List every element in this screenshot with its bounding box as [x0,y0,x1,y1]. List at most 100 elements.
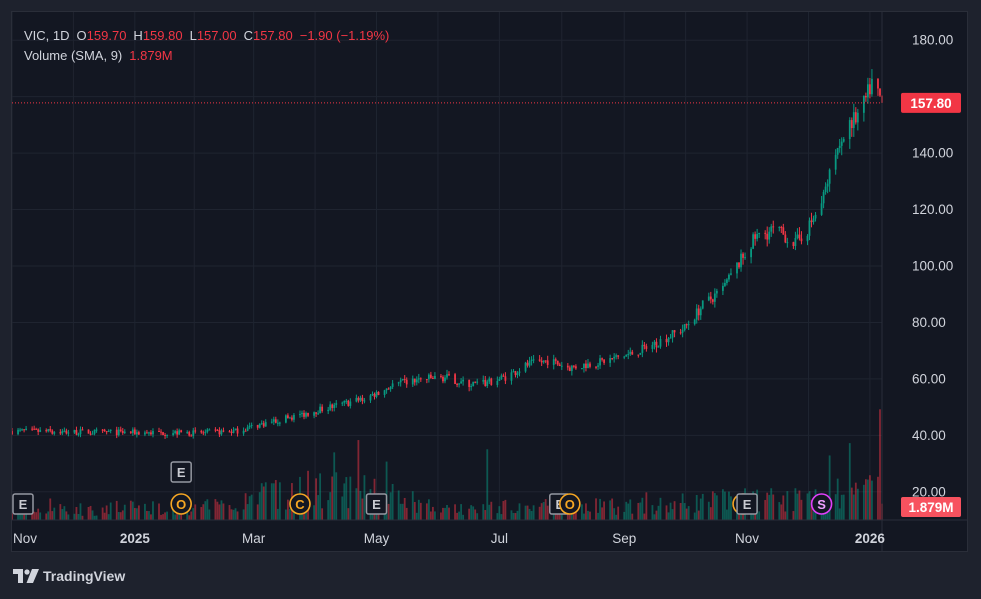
y-tick-label: 180.00 [912,33,953,48]
volume-bar [655,510,658,520]
candle-body [798,234,801,239]
tradingview-logo-icon [13,569,39,583]
price-chart[interactable]: 20.00 40.00 60.00 80.00 100.00 120.00 140.00 18… [12,12,968,552]
candle-body [256,424,259,428]
volume-bar [172,504,175,520]
volume-bar [500,514,503,520]
candle-body [744,257,746,259]
candle-body [206,429,209,432]
candle-body [796,234,799,239]
candle-body [278,422,281,424]
candle-body [315,412,317,414]
candle-body [625,354,628,357]
volume-bar [468,508,471,520]
legend-symbol[interactable]: VIC [24,28,46,43]
volume-bar [442,507,444,520]
volume-bar [260,483,263,520]
candle-body [31,428,34,430]
volume-bar [669,502,672,520]
candle-body [766,233,769,240]
earnings-event-marker[interactable]: E [736,493,758,515]
event-marker-label: S [817,497,826,512]
candle-body [59,432,62,434]
candles [12,69,883,439]
volume-bar [232,509,235,520]
candle-body [391,383,394,387]
candle-body [33,428,36,430]
volume-bar [129,500,132,520]
volume-bar [194,504,197,520]
candle-body [319,406,322,414]
volume-bar [427,499,430,520]
candle-body [645,346,648,349]
volume-bar [103,512,106,520]
candle-body [115,429,118,436]
candle-body [363,400,366,402]
volume-bar [51,511,54,520]
earnings-event-marker[interactable]: E [12,493,34,515]
candle-body [19,429,21,431]
candle-body [389,386,392,390]
candle-body [250,424,253,426]
y-tick-label: 120.00 [912,202,953,217]
split-event-marker[interactable]: S [810,493,833,515]
volume-bar [587,510,589,520]
candle-body [687,324,690,326]
candle-body [105,431,108,433]
candle-body [152,431,154,435]
candle-body [284,415,287,423]
volume-bar [854,482,857,520]
volume-bar [808,491,811,520]
candle-body [131,429,134,433]
candle-body [355,397,358,402]
volume-bar [315,478,317,520]
chart-frame[interactable]: 20.00 40.00 60.00 80.00 100.00 120.00 140.00 18… [11,11,968,552]
volume-bar [613,508,616,520]
candle-body [401,379,404,381]
volume-bar [204,501,207,520]
volume-bar [246,504,249,520]
other-event-marker[interactable]: C [289,493,311,515]
candle-body [566,365,569,368]
volume-bar [784,511,787,520]
volume-bar [864,479,867,520]
other-event-marker[interactable]: O [170,493,192,515]
earnings-event-marker[interactable]: E [170,461,192,483]
volume-bar [222,503,225,520]
legend-volume-label[interactable]: Volume (SMA, 9) [24,48,123,63]
candle-body [877,78,879,89]
legend-interval[interactable]: 1D [52,28,70,43]
candle-body [752,234,755,249]
volume-bar [772,494,775,520]
volume-bar [162,514,164,520]
other-event-marker[interactable]: O [559,493,581,515]
earnings-marker-box [365,493,388,515]
volume-bar [190,511,193,520]
volume-bar [454,504,456,520]
volume-bar [462,514,465,520]
volume-bar [742,510,744,520]
candle-body [651,344,654,349]
volume-bar [87,507,90,520]
volume-bar [95,515,98,520]
candle-body [570,365,573,371]
volume-bar [218,504,221,520]
candle-body [699,308,702,316]
volume-bar [695,494,698,520]
candle-body [448,374,450,376]
candle-body [236,428,239,434]
earnings-event-marker[interactable]: E [365,493,388,515]
candle-body [659,339,662,347]
candle-body [574,366,577,369]
volume-bar [242,509,245,520]
tradingview-brand[interactable]: TradingView [13,568,125,584]
volume-bar [848,443,851,520]
volume-bar [693,512,696,520]
candle-body [728,274,730,280]
candle-body [524,362,527,372]
volume-bar [810,499,813,520]
earnings-marker-label: E [177,465,186,480]
candle-body [305,412,307,417]
candle-body [671,330,674,338]
volume-bar [603,501,605,520]
